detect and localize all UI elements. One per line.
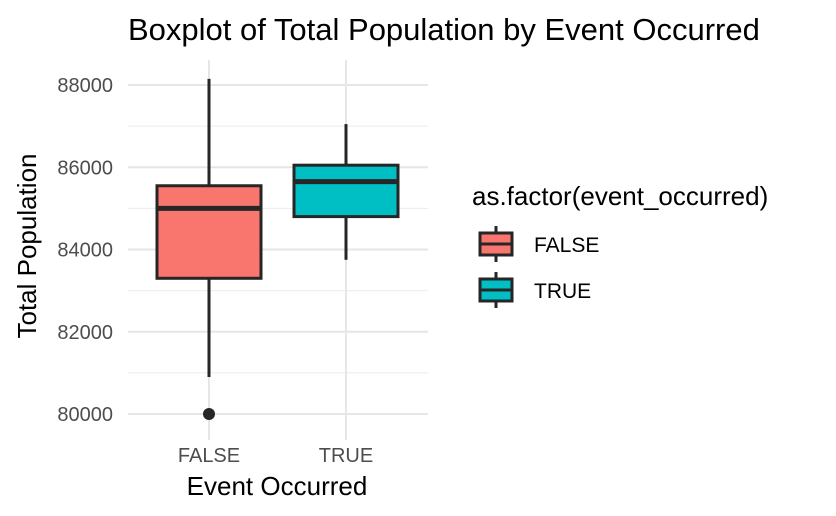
y-axis-title: Total Population: [12, 153, 42, 338]
interquartile-box: [155, 184, 263, 280]
axes: 80000 82000 84000 86000 88000 FALSE TRUE: [57, 75, 373, 467]
y-tick-label: 86000: [57, 157, 113, 179]
y-tick-label: 84000: [57, 240, 113, 262]
outlier-point: [203, 408, 215, 420]
box-false: [155, 78, 263, 420]
legend-title: as.factor(event_occurred): [472, 181, 768, 211]
y-tick-label: 82000: [57, 322, 113, 344]
legend-label: TRUE: [534, 280, 591, 303]
box-true: [292, 124, 400, 260]
legend: as.factor(event_occurred) FALSE TRUE: [472, 181, 768, 308]
x-axis-title: Event Occurred: [187, 471, 368, 501]
y-tick-label: 80000: [57, 404, 113, 426]
x-tick-label: TRUE: [319, 445, 373, 467]
y-tick-label: 88000: [57, 75, 113, 97]
box-series: [155, 78, 400, 420]
legend-item-false: FALSE: [478, 226, 599, 262]
interquartile-box: [292, 163, 400, 219]
x-tick-label: FALSE: [178, 445, 240, 467]
legend-label: FALSE: [534, 234, 599, 257]
legend-item-true: TRUE: [478, 272, 591, 308]
chart-title: Boxplot of Total Population by Event Occ…: [128, 12, 760, 47]
